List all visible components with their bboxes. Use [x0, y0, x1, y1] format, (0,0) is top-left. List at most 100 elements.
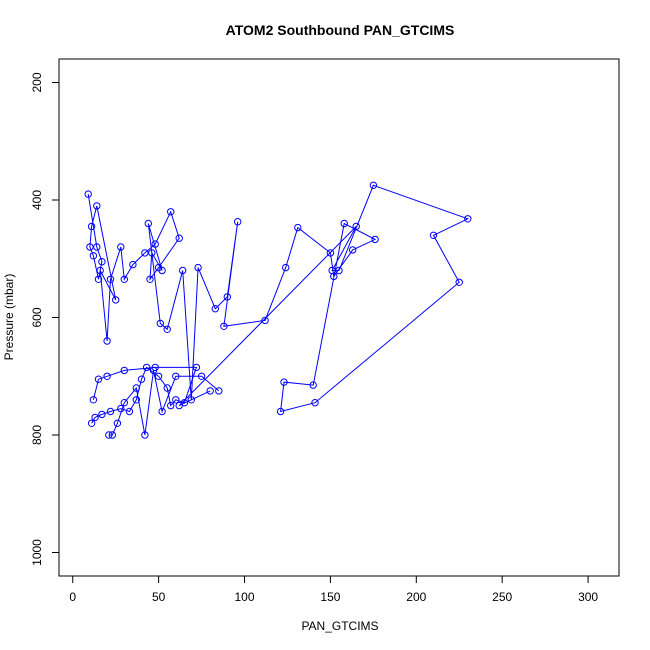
data-point [369, 181, 378, 190]
data-point [112, 296, 120, 304]
data-point [98, 410, 106, 419]
y-tick-label: 200 [30, 72, 44, 92]
data-point [142, 363, 151, 372]
data-point [87, 222, 96, 231]
data-point [129, 260, 137, 269]
data-point [158, 407, 166, 416]
data-point [172, 396, 180, 404]
data-point [179, 266, 187, 275]
data-point [93, 202, 101, 210]
data-point [158, 266, 166, 275]
data-point [326, 249, 335, 257]
data-point [125, 407, 134, 416]
data-point [455, 278, 463, 286]
data-point [105, 431, 113, 439]
data-point [154, 372, 163, 380]
data-point [280, 378, 288, 386]
y-tick-label: 1000 [30, 539, 44, 566]
data-point [103, 372, 111, 380]
x-axis: 0 50 100 150 200 250 300 [69, 575, 598, 604]
data-point [149, 366, 158, 375]
data-point [282, 263, 290, 272]
y-tick-label: 600 [30, 307, 44, 327]
data-point [132, 396, 141, 404]
data-point [141, 249, 149, 257]
data-point [120, 366, 129, 375]
y-tick-label: 400 [30, 190, 44, 210]
data-point [108, 431, 117, 439]
series-line-1 [91, 366, 198, 424]
x-tick-label: 100 [235, 590, 255, 604]
data-point [84, 190, 92, 198]
data-point [103, 337, 111, 345]
data-point [86, 243, 94, 251]
series-layer [84, 181, 472, 439]
data-point [167, 208, 175, 216]
data-point [223, 293, 232, 301]
data-point [89, 396, 98, 404]
data-point [211, 305, 220, 313]
data-point [215, 387, 223, 395]
data-point [180, 399, 189, 407]
data-point [94, 275, 103, 283]
data-point [141, 431, 149, 439]
x-tick-label: 250 [492, 590, 512, 604]
data-point [187, 396, 196, 404]
data-point [94, 375, 103, 383]
data-point [156, 319, 165, 328]
data-point [163, 325, 171, 333]
data-point [87, 419, 96, 427]
data-point [206, 387, 214, 395]
data-point [132, 384, 141, 392]
data-point [276, 407, 285, 416]
data-point [371, 235, 379, 244]
data-point [89, 252, 98, 260]
data-point [328, 266, 336, 275]
data-point [106, 407, 115, 416]
y-axis: 200 400 600 800 1000 [30, 72, 60, 566]
data-point [234, 218, 242, 226]
data-point [464, 215, 472, 223]
data-point [309, 381, 317, 389]
data-point [98, 258, 106, 266]
data-point [91, 413, 99, 422]
series-line-2 [108, 370, 220, 436]
data-point [294, 223, 302, 232]
x-tick-label: 50 [152, 590, 166, 604]
data-point [167, 401, 175, 410]
x-tick-label: 200 [406, 590, 426, 604]
data-point [93, 243, 101, 251]
data-point [120, 399, 129, 407]
x-tick-label: 150 [320, 590, 340, 604]
data-point [113, 419, 122, 427]
data-point [261, 316, 269, 325]
data-point [106, 275, 115, 283]
data-point [352, 222, 360, 231]
data-point [96, 266, 104, 275]
data-point [172, 372, 180, 380]
x-tick-label: 300 [578, 590, 598, 604]
data-point [117, 243, 125, 251]
data-point [137, 375, 146, 383]
data-point [146, 275, 154, 283]
data-point [194, 263, 202, 272]
data-point [148, 249, 156, 257]
data-point [163, 384, 171, 392]
series-line-0 [87, 184, 470, 413]
chart-title: ATOM2 Southbound PAN_GTCIMS [226, 22, 455, 38]
data-point [429, 231, 438, 240]
y-tick-label: 800 [30, 425, 44, 445]
data-point [340, 219, 348, 228]
data-point [151, 240, 159, 248]
y-axis-label: Pressure (mbar) [2, 274, 16, 361]
data-point [311, 399, 319, 407]
data-point [192, 363, 201, 372]
data-point [349, 246, 357, 254]
x-axis-label: PAN_GTCIMS [301, 619, 378, 633]
x-tick-label: 0 [69, 590, 76, 604]
data-point [197, 372, 206, 380]
data-point [144, 219, 153, 228]
data-point [120, 275, 129, 283]
data-point [175, 234, 183, 242]
